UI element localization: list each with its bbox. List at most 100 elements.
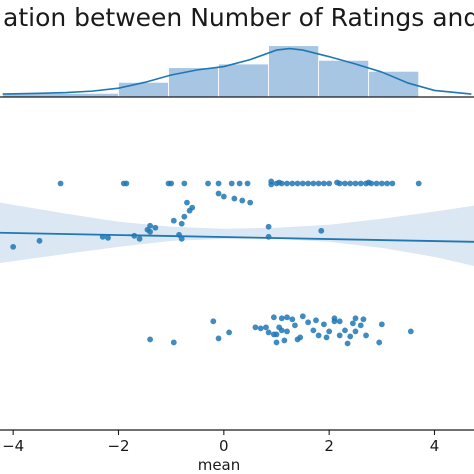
x-tick-label-2: −2: [107, 437, 129, 455]
scatter-point-80: [265, 329, 272, 336]
x-axis-label: mean: [198, 456, 241, 474]
scatter-point-21: [315, 180, 322, 187]
scatter-point-59: [265, 233, 272, 240]
scatter-point-95: [331, 318, 338, 325]
scatter-point-94: [376, 339, 383, 346]
histogram-bar-5: [268, 45, 320, 98]
scatter-point-31: [373, 180, 380, 187]
scatter-point-5: [168, 180, 175, 187]
scatter-point-6: [181, 180, 188, 187]
scatter-point-60: [131, 232, 138, 239]
scatter-point-33: [384, 180, 390, 187]
scatter-point-112: [378, 321, 385, 328]
scatter-point-41: [220, 193, 227, 200]
scatter-point-42: [231, 195, 238, 202]
scatter-point-9: [228, 180, 235, 187]
scatter-point-103: [294, 336, 301, 343]
histogram-bar-4: [218, 63, 269, 98]
scatter-point-79: [263, 324, 269, 331]
histogram-bar-2: [118, 81, 169, 98]
scatter-point-105: [347, 333, 354, 340]
x-tick-label-5: 4: [430, 437, 440, 455]
scatter-point-36: [268, 178, 275, 185]
confidence-band: [0, 202, 474, 266]
scatter-point-3: [123, 180, 130, 187]
scatter-point-25: [342, 180, 348, 187]
scatter-point-73: [336, 318, 343, 325]
x-axis-ticks: −4 −2 0 2 4: [2, 430, 439, 455]
x-tick-label-1: −4: [2, 437, 24, 455]
scatter-point-10: [236, 180, 243, 187]
scatter-point-18: [299, 180, 306, 187]
scatter-point-38: [334, 179, 340, 186]
scatter-point-58: [265, 223, 272, 230]
scatter-point-55: [318, 227, 325, 234]
scatter-point-50: [178, 220, 185, 227]
scatter-point-88: [315, 332, 322, 339]
scatter-point-89: [326, 328, 333, 335]
scatter-point-26: [347, 180, 354, 187]
scatter-point-90: [336, 332, 343, 339]
scatter-point-28: [357, 180, 364, 187]
scatter-point-57: [178, 235, 185, 242]
confidence-band-area: [0, 202, 474, 266]
scatter-point-27: [352, 180, 359, 187]
scatter-point-64: [36, 237, 43, 244]
scatter-point-76: [210, 318, 217, 325]
scatter-point-15: [284, 180, 290, 187]
scatter-point-107: [344, 340, 351, 347]
scatter-point-108: [147, 336, 154, 343]
scatter-point-11: [244, 180, 251, 187]
scatter-point-1: [57, 180, 64, 187]
scatter-point-106: [407, 328, 414, 335]
scatter-point-20: [310, 180, 317, 187]
scatter-point-68: [284, 314, 290, 321]
scatter-point-43: [239, 197, 246, 204]
scatter-point-66: [270, 314, 277, 321]
marginal-histogram: [2, 45, 420, 98]
scatter-point-39: [365, 179, 372, 186]
scatter-point-84: [284, 328, 290, 335]
x-tick-label-4: 2: [324, 437, 334, 455]
marginal-kde-curve: [2, 47, 472, 95]
scatter-point-22: [321, 180, 327, 187]
scatter-point-87: [310, 327, 317, 334]
scatter-point-75: [360, 316, 367, 323]
scatter-point-83: [278, 327, 285, 334]
x-tick-label-3: 0: [219, 437, 229, 455]
scatter-point-63: [136, 235, 143, 242]
scatter-point-62: [105, 234, 111, 241]
scatter-point-85: [292, 322, 298, 329]
scatter-point-96: [305, 319, 311, 326]
scatter-point-61: [99, 233, 106, 240]
chart-title: ation between Number of Ratings and: [3, 3, 474, 32]
kde-curve: [2, 47, 472, 95]
scatter-point-69: [289, 316, 296, 323]
scatter-point-70: [299, 313, 306, 320]
scatter-point-110: [273, 331, 280, 338]
scatter-point-91: [342, 327, 348, 334]
scatter-point-53: [152, 224, 159, 231]
scatter-point-99: [226, 329, 233, 336]
scatter-point-74: [352, 315, 359, 322]
scatter-point-16: [289, 180, 296, 187]
scatter-point-7: [205, 180, 211, 187]
scatter-point-78: [257, 325, 264, 332]
scatter-point-32: [378, 180, 385, 187]
scatter-point-45: [184, 199, 190, 206]
scatter-point-23: [326, 180, 333, 187]
scatter-point-40: [215, 190, 222, 197]
scatter-point-37: [276, 179, 283, 186]
scatter-point-67: [278, 315, 285, 322]
scatter-point-97: [321, 321, 327, 328]
scatter-point-17: [294, 180, 301, 187]
scatter-point-65: [10, 243, 17, 250]
scatter-point-77: [252, 324, 259, 331]
scatter-point-104: [323, 334, 330, 341]
regression-line: [0, 231, 474, 243]
scatter-point-109: [170, 339, 177, 346]
regression-fit-line: [0, 231, 474, 243]
scatter-point-101: [273, 339, 280, 346]
scatter-point-48: [181, 213, 188, 220]
